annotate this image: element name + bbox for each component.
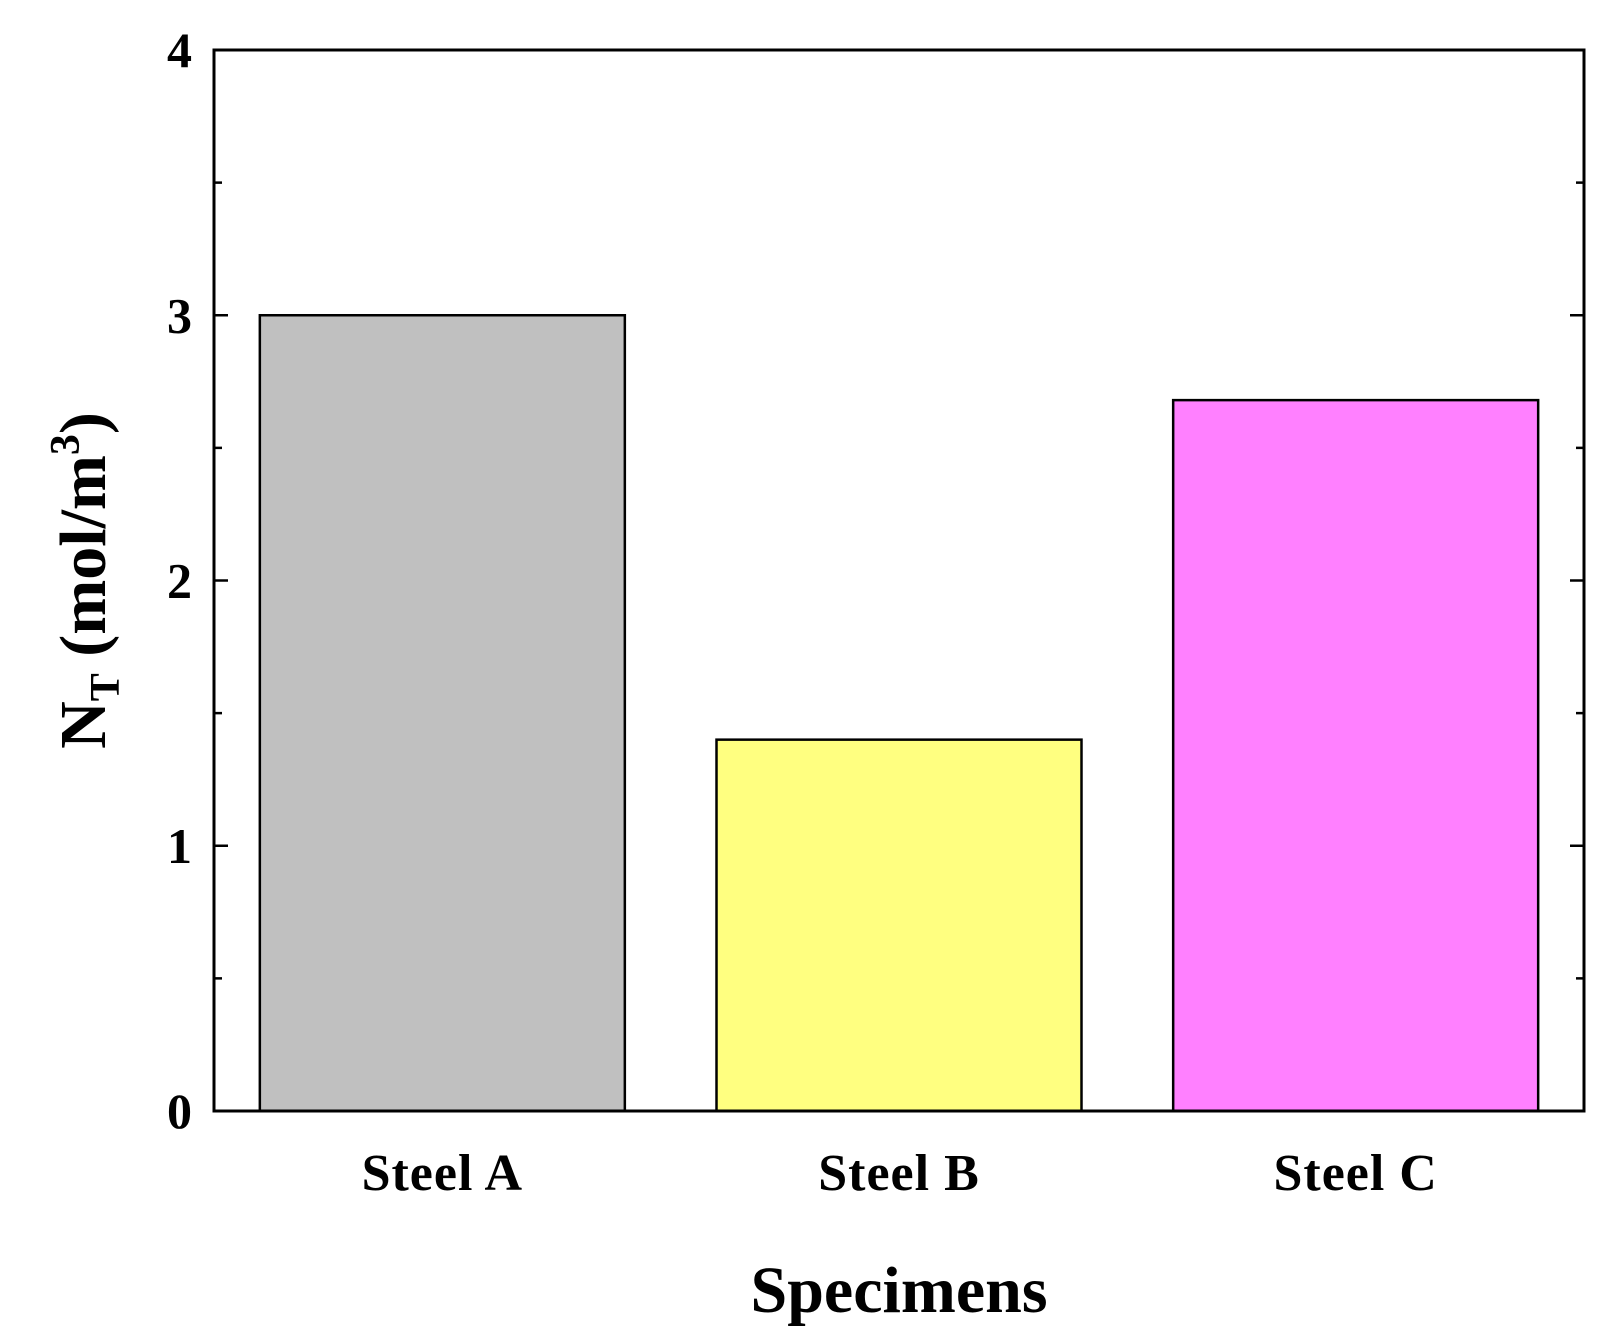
y-axis-title-unit-close: ) (47, 412, 120, 434)
bar-steel-c (1171, 398, 1540, 1113)
y-axis-title-unit-open: (mol/m (47, 455, 120, 673)
bar-steel-a (258, 314, 627, 1113)
y-tick-label-3: 3 (167, 287, 192, 343)
y-axis-title-superscript: 3 (43, 434, 89, 455)
y-tick-label-4: 4 (167, 22, 192, 78)
y-axis-title-subscript: T (83, 673, 129, 701)
bar-steel-b (715, 738, 1083, 1113)
y-tick-label-2: 2 (167, 553, 192, 609)
y-tick-label-1: 1 (167, 818, 192, 874)
category-label-steel-a: Steel A (362, 1145, 524, 1202)
y-axis-title: NT (mol/m3) (43, 412, 129, 749)
x-axis-title: Specimens (751, 1254, 1048, 1327)
bars-group (258, 314, 1540, 1113)
category-label-steel-b: Steel B (818, 1145, 980, 1202)
y-axis-tick-labels: 0 1 2 3 4 (167, 22, 192, 1139)
x-axis-category-labels: Steel A Steel B Steel C (362, 1145, 1437, 1202)
y-axis-ticks (214, 181, 1584, 980)
y-tick-label-0: 0 (167, 1083, 192, 1139)
category-label-steel-c: Steel C (1273, 1145, 1437, 1202)
y-axis-title-symbol: N (47, 701, 120, 749)
